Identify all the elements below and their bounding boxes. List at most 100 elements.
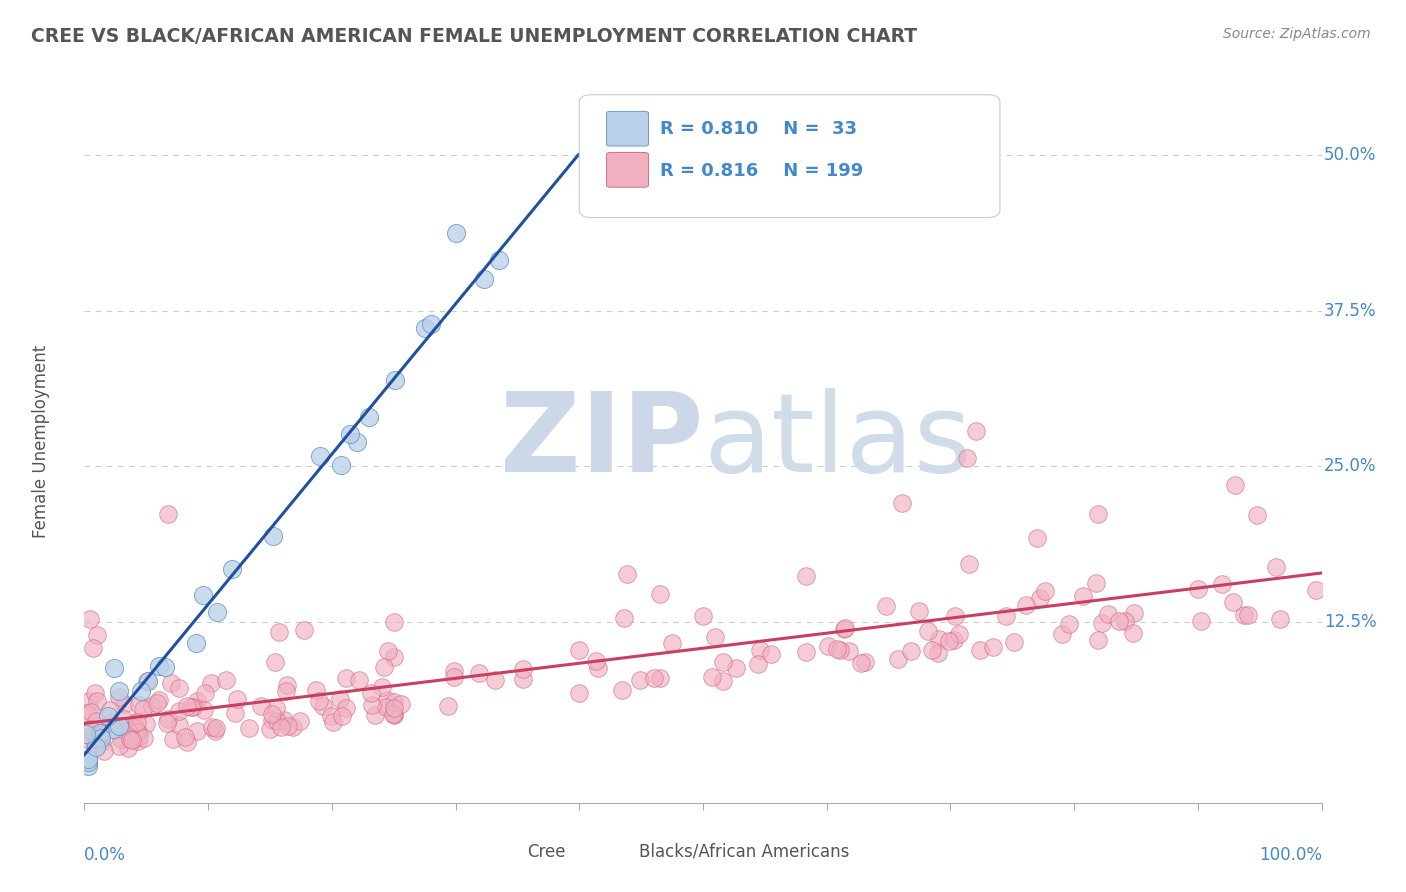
Point — [391, 697, 413, 711]
Text: 25.0%: 25.0% — [1324, 458, 1376, 475]
Point — [943, 608, 966, 623]
Point — [593, 141, 616, 155]
Point — [900, 644, 922, 658]
Point — [335, 701, 357, 715]
Text: R = 0.810    N =  33: R = 0.810 N = 33 — [659, 120, 856, 138]
Point — [107, 719, 129, 733]
Point — [1015, 598, 1038, 612]
Point — [329, 458, 352, 473]
Point — [156, 716, 179, 731]
Point — [382, 615, 405, 630]
Point — [262, 706, 284, 721]
Point — [305, 683, 328, 698]
Point — [1087, 507, 1109, 521]
Text: atlas: atlas — [703, 388, 972, 495]
Point — [77, 755, 100, 769]
Point — [703, 631, 725, 645]
Point — [153, 660, 176, 674]
Point — [711, 674, 734, 689]
Point — [270, 720, 292, 734]
Point — [128, 729, 150, 743]
Point — [136, 673, 159, 688]
Point — [749, 643, 772, 657]
Point — [443, 665, 465, 679]
Text: 50.0%: 50.0% — [1324, 146, 1376, 164]
Point — [1223, 478, 1246, 492]
Point — [273, 713, 295, 727]
Text: Blacks/African Americans: Blacks/African Americans — [638, 843, 849, 861]
Point — [1211, 577, 1233, 591]
Point — [419, 317, 441, 331]
Point — [84, 739, 107, 754]
Point — [436, 698, 458, 713]
Point — [86, 694, 108, 708]
Point — [1222, 595, 1244, 609]
Point — [281, 721, 304, 735]
Point — [1050, 626, 1073, 640]
Point — [834, 621, 856, 635]
Point — [204, 723, 226, 738]
Point — [921, 642, 943, 657]
Point — [373, 660, 395, 674]
Point — [1087, 633, 1109, 648]
Point — [125, 725, 148, 739]
Point — [1057, 616, 1080, 631]
Point — [468, 666, 491, 681]
Point — [1071, 589, 1094, 603]
Point — [176, 734, 198, 748]
Point — [907, 604, 929, 618]
Text: 37.5%: 37.5% — [1324, 301, 1376, 319]
Point — [568, 643, 591, 657]
Point — [276, 678, 298, 692]
Point — [127, 725, 149, 739]
Point — [969, 643, 991, 657]
Point — [650, 671, 672, 685]
Point — [1122, 626, 1144, 640]
Text: Cree: Cree — [527, 843, 565, 861]
Point — [1091, 615, 1114, 630]
Point — [1236, 607, 1258, 622]
Point — [134, 731, 156, 745]
Point — [568, 686, 591, 700]
Point — [661, 635, 683, 649]
Point — [339, 427, 361, 442]
Text: 100.0%: 100.0% — [1258, 847, 1322, 864]
Point — [156, 508, 179, 522]
Point — [101, 722, 124, 736]
Point — [938, 634, 960, 648]
Point — [413, 321, 436, 335]
Point — [89, 725, 111, 739]
Point — [692, 608, 714, 623]
Point — [382, 708, 405, 723]
Point — [360, 686, 382, 700]
FancyBboxPatch shape — [489, 838, 523, 866]
Point — [292, 623, 315, 637]
Point — [948, 627, 970, 641]
Point — [1033, 584, 1056, 599]
Point — [83, 727, 105, 741]
Point — [80, 705, 103, 719]
FancyBboxPatch shape — [579, 95, 1000, 218]
Point — [250, 698, 273, 713]
Point — [616, 566, 638, 581]
Point — [127, 734, 149, 748]
Point — [853, 655, 876, 669]
Point — [148, 659, 170, 673]
Point — [484, 673, 506, 687]
Point — [794, 645, 817, 659]
Point — [79, 612, 101, 626]
Point — [374, 700, 396, 714]
Point — [200, 676, 222, 690]
FancyBboxPatch shape — [606, 153, 648, 187]
Point — [827, 642, 849, 657]
Point — [114, 718, 136, 732]
Point — [1026, 532, 1049, 546]
Point — [110, 731, 132, 746]
Point — [205, 605, 228, 619]
Point — [794, 569, 817, 583]
Point — [382, 707, 405, 722]
Point — [643, 671, 665, 685]
Point — [84, 739, 107, 753]
Point — [100, 715, 122, 730]
Point — [817, 639, 839, 653]
